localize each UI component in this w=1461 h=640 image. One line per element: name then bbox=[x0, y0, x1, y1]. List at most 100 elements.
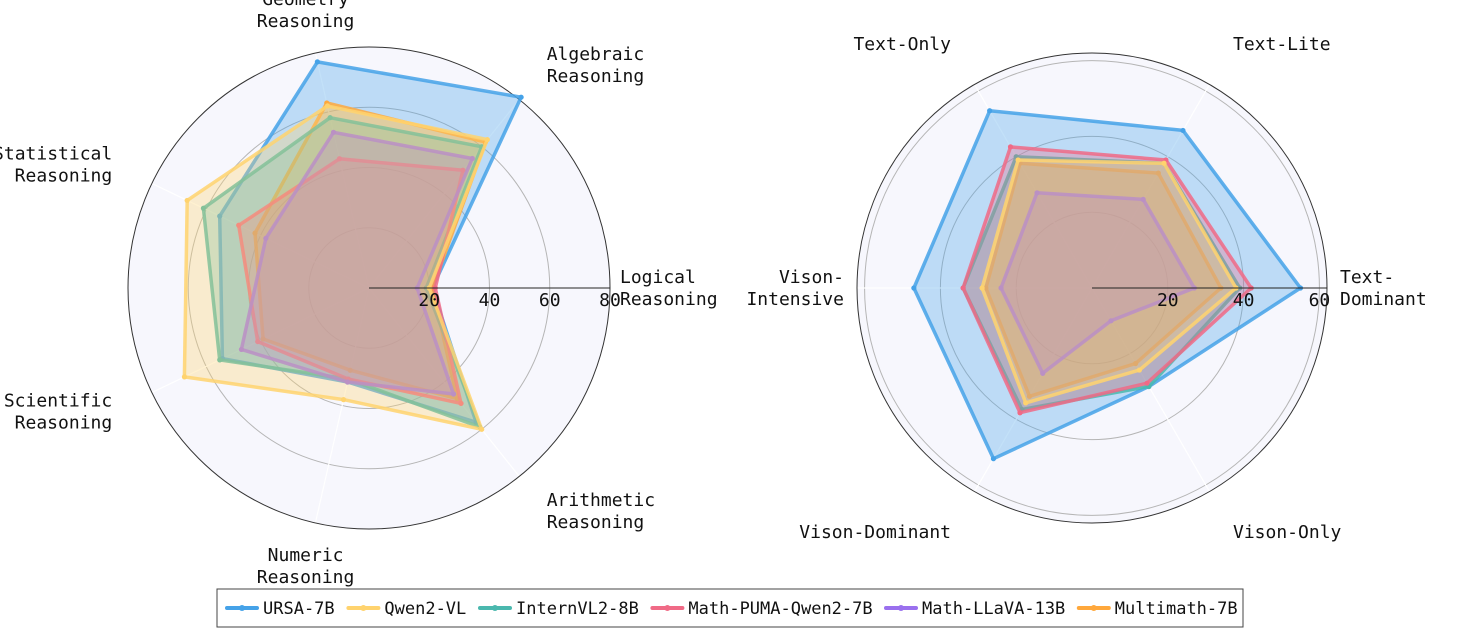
data-point-math-llava-13b bbox=[330, 129, 337, 135]
spoke-line bbox=[1091, 84, 1211, 289]
legend-box bbox=[216, 588, 1244, 628]
data-point-math-puma-qwen2-7b bbox=[336, 156, 343, 162]
data-point-math-llava-13b bbox=[1040, 370, 1046, 376]
data-point-multimath-7b bbox=[983, 285, 989, 291]
data-point-math-puma-qwen2-7b bbox=[1017, 410, 1023, 416]
series-fill-internvl2-8b bbox=[963, 156, 1240, 410]
legend-label: InternVL2-8B bbox=[516, 599, 639, 619]
series-fill-math-puma-qwen2-7b bbox=[238, 158, 463, 404]
legend-item-math-puma-qwen2-7b: Math-PUMA-Qwen2-7B bbox=[650, 599, 873, 619]
data-point-math-puma-qwen2-7b bbox=[960, 285, 966, 291]
chart-legend: URSA-7B Qwen2-VL InternVL2-8B Math-PUMA-Qwe… bbox=[216, 588, 1244, 628]
legend-label: Math-PUMA-Qwen2-7B bbox=[688, 599, 872, 619]
data-point-math-llava-13b bbox=[469, 155, 475, 162]
legend-label: Math-LLaVA-13B bbox=[922, 599, 1065, 619]
data-point-math-puma-qwen2-7b bbox=[1144, 380, 1150, 386]
legend-item-ursa-7b: URSA-7B bbox=[225, 599, 335, 619]
legend-marker bbox=[239, 605, 245, 611]
series-fill-math-puma-qwen2-7b bbox=[963, 146, 1252, 413]
radar-chart-modality-subsets: 20 40 60 Text-Dominant Text-Lite Text-Only Vis… bbox=[746, 34, 1426, 543]
axis-label-vison-dominant: Vison-Dominant bbox=[799, 522, 951, 543]
data-point-ursa-7b bbox=[911, 285, 917, 291]
data-point-ursa-7b bbox=[314, 59, 320, 65]
axis-label-numeric-reasoning: Numeric Reasoning bbox=[257, 545, 355, 588]
data-point-math-llava-13b bbox=[1034, 190, 1040, 196]
legend-label: URSA-7B bbox=[263, 599, 335, 619]
legend-marker bbox=[360, 605, 367, 611]
data-point-math-llava-13b bbox=[263, 235, 269, 241]
series-fill-math-llava-13b bbox=[241, 132, 473, 395]
data-point-qwen2-vl bbox=[1161, 160, 1167, 166]
series-fill-qwen2-vl bbox=[184, 105, 488, 430]
legend-item-math-llava-13b: Math-LLaVA-13B bbox=[884, 599, 1065, 619]
data-point-qwen2-vl bbox=[184, 197, 190, 204]
data-point-multimath-7b bbox=[252, 230, 258, 236]
data-point-qwen2-vl bbox=[324, 103, 331, 109]
tick-label: 20 bbox=[1157, 290, 1179, 311]
series-line-math-puma-qwen2-7b bbox=[236, 157, 465, 406]
legend-marker bbox=[898, 605, 904, 611]
data-point-internvl2-8b bbox=[327, 115, 333, 121]
legend-item-multimath-7b: Multimath-7B bbox=[1076, 599, 1238, 619]
series-line-math-llava-13b bbox=[239, 130, 475, 396]
data-point-multimath-7b bbox=[1132, 360, 1139, 367]
axis-label-text-only: Text-Only bbox=[853, 34, 951, 55]
data-point-math-llava-13b bbox=[450, 391, 457, 397]
tick-label: 60 bbox=[1309, 290, 1331, 311]
axis-label-vison-only: Vison-Only bbox=[1233, 522, 1342, 543]
data-point-math-llava-13b bbox=[344, 379, 351, 385]
axis-label-geometry-reasoning: GeometryReasoning bbox=[257, 0, 355, 32]
data-point-multimath-7b bbox=[1155, 170, 1161, 176]
legend-label: Multimath-7B bbox=[1115, 599, 1238, 619]
data-point-math-puma-qwen2-7b bbox=[255, 338, 261, 345]
data-point-multimath-7b bbox=[260, 336, 266, 342]
data-point-ursa-7b bbox=[217, 213, 223, 219]
data-point-internvl2-8b bbox=[217, 357, 223, 363]
data-point-qwen2-vl bbox=[1015, 157, 1021, 163]
data-point-qwen2-vl bbox=[181, 374, 188, 380]
data-point-math-puma-qwen2-7b bbox=[458, 400, 464, 407]
spoke-line bbox=[314, 287, 370, 524]
legend-item-qwen2-vl: Qwen2-VL bbox=[346, 599, 466, 619]
tick-label: 20 bbox=[418, 290, 440, 311]
data-point-ursa-7b bbox=[990, 456, 997, 462]
axis-label-arithmetic-reasoning: Arithmetic Reasoning bbox=[547, 490, 655, 533]
spoke-line bbox=[973, 84, 1093, 289]
data-point-qwen2-vl bbox=[479, 426, 485, 432]
data-point-math-llava-13b bbox=[238, 346, 245, 353]
data-point-ursa-7b bbox=[518, 94, 524, 100]
spoke-line bbox=[368, 99, 520, 289]
series-line-internvl2-8b bbox=[201, 115, 484, 429]
axis-label-text-lite: Text-Lite bbox=[1233, 34, 1331, 55]
axis-label-algebraic-reasoning: Algebraic Reasoning bbox=[547, 44, 645, 87]
axis-label-text-dominant: Text-Dominant bbox=[1340, 267, 1427, 310]
data-point-math-llava-13b bbox=[1108, 318, 1114, 324]
series-line-ursa-7b bbox=[217, 60, 523, 425]
legend-marker bbox=[664, 605, 671, 611]
tick-label: 80 bbox=[599, 290, 621, 311]
data-point-internvl2-8b bbox=[200, 205, 207, 211]
data-point-qwen2-vl bbox=[1023, 400, 1029, 406]
legend-marker bbox=[492, 605, 498, 611]
tick-label: 40 bbox=[1233, 290, 1255, 311]
data-point-qwen2-vl bbox=[979, 285, 985, 291]
data-point-multimath-7b bbox=[347, 367, 353, 373]
series-fill-qwen2-vl bbox=[982, 160, 1236, 403]
legend-marker bbox=[1090, 605, 1097, 611]
axis-label-logical-reasoning: Logical Reasoning bbox=[620, 267, 718, 310]
data-point-qwen2-vl bbox=[340, 397, 347, 403]
data-point-multimath-7b bbox=[1026, 393, 1033, 399]
data-point-math-puma-qwen2-7b bbox=[1007, 144, 1014, 150]
axis-label-statistical-reasoning: Statistical Reasoning bbox=[0, 143, 112, 186]
series-fill-math-llava-13b bbox=[1001, 192, 1195, 374]
data-point-math-llava-13b bbox=[998, 285, 1004, 291]
data-point-ursa-7b bbox=[987, 108, 993, 114]
tick-label: 40 bbox=[479, 290, 501, 311]
axis-label-scientific-reasoning: Scientific Reasoning bbox=[4, 391, 112, 434]
data-point-math-llava-13b bbox=[1140, 196, 1146, 202]
axis-label-vison-intensive: Vison-Intensive bbox=[746, 267, 844, 310]
data-point-math-puma-qwen2-7b bbox=[460, 167, 466, 173]
data-point-qwen2-vl bbox=[1136, 367, 1142, 373]
